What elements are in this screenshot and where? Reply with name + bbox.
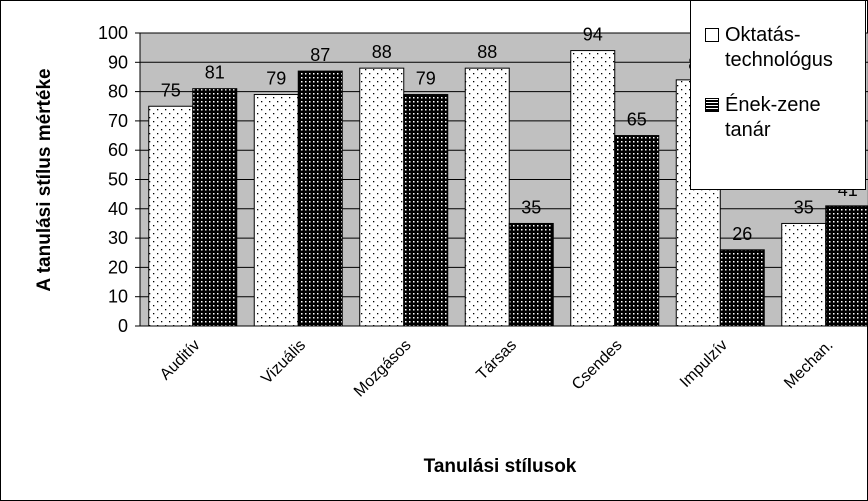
x-axis-title: Tanulási stílusok	[424, 456, 577, 477]
x-tick-label: Auditív	[157, 337, 204, 384]
y-tick-label: 20	[108, 257, 128, 277]
y-tick-label: 70	[108, 111, 128, 131]
x-tick-label: Csendes	[569, 337, 626, 394]
x-tick-label: Vizuális	[258, 337, 309, 388]
legend-item: Ének-zene tanár	[705, 93, 865, 143]
bar	[719, 249, 765, 327]
data-label: 75	[161, 80, 181, 100]
bar	[253, 94, 299, 327]
bar	[614, 135, 660, 327]
data-label: 35	[521, 197, 541, 217]
x-tick-label: Impulzív	[677, 337, 731, 391]
bar	[192, 88, 238, 327]
y-tick-label: 90	[108, 52, 128, 72]
bar	[781, 222, 827, 327]
bar	[825, 205, 868, 327]
x-tick-label: Mechan.	[781, 337, 836, 392]
data-label: 88	[372, 42, 392, 62]
x-tick-label: Társas	[473, 337, 520, 384]
data-label: 26	[732, 224, 752, 244]
y-tick-label: 30	[108, 228, 128, 248]
y-tick-label: 80	[108, 82, 128, 102]
bar	[297, 70, 343, 327]
y-tick-label: 0	[118, 316, 128, 336]
y-tick-label: 10	[108, 287, 128, 307]
legend-swatch	[705, 98, 719, 112]
data-label: 94	[583, 25, 603, 45]
y-axis-title: A tanulási stílus mértéke	[34, 68, 55, 291]
legend-label: Oktatás-technológus	[725, 24, 833, 71]
legend-swatch	[705, 28, 719, 42]
bar	[570, 50, 616, 327]
bar	[403, 94, 449, 327]
y-tick-label: 40	[108, 199, 128, 219]
legend-label: Ének-zene tanár	[725, 94, 821, 141]
bar	[359, 67, 405, 327]
y-tick-label: 50	[108, 170, 128, 190]
x-tick-label: Mozgásos	[351, 337, 415, 401]
y-tick-label: 60	[108, 140, 128, 160]
data-label: 35	[794, 197, 814, 217]
data-label: 81	[205, 63, 225, 83]
data-label: 88	[477, 42, 497, 62]
y-tick-label: 100	[98, 23, 128, 43]
data-label: 79	[266, 69, 286, 89]
bar	[148, 105, 194, 327]
legend: Oktatás-technológus Ének-zene tanár	[690, 0, 866, 190]
bar	[508, 222, 554, 327]
data-label: 65	[627, 110, 647, 130]
data-label: 87	[310, 45, 330, 65]
legend-item: Oktatás-technológus	[705, 23, 865, 73]
data-label: 79	[416, 69, 436, 89]
bar	[464, 67, 510, 327]
